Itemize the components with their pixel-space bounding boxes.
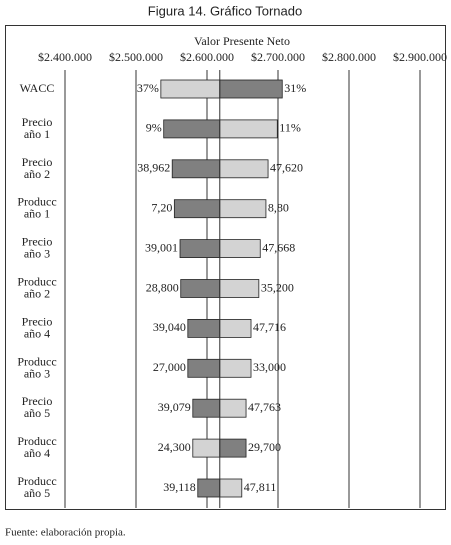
- bar: [173, 199, 221, 219]
- input-label: 47,716: [253, 320, 286, 334]
- input-label: 27,000: [153, 360, 186, 374]
- bar: [187, 318, 221, 338]
- category-line: Precio: [22, 314, 53, 328]
- bar: [219, 478, 243, 498]
- category-line: año 5: [24, 406, 50, 420]
- bar: [192, 438, 221, 458]
- bar: [171, 159, 221, 179]
- x-tick-label: $2.400.000: [38, 50, 92, 64]
- input-label: 47,620: [270, 161, 303, 175]
- chart-title: Figura 14. Gráfico Tornado: [148, 3, 302, 18]
- input-label: 31%: [284, 81, 306, 95]
- input-label: 33,000: [253, 360, 286, 374]
- input-label: 47,763: [248, 400, 281, 414]
- category-label: Precio año 1: [22, 115, 53, 141]
- bar: [219, 119, 278, 139]
- category-label: Producc año 1: [17, 194, 56, 220]
- bar: [192, 398, 221, 418]
- bar: [187, 358, 221, 378]
- bar: [163, 119, 221, 139]
- bar: [219, 159, 269, 179]
- bar: [219, 318, 252, 338]
- category-line: Precio: [22, 115, 53, 129]
- input-label: 11%: [279, 121, 301, 135]
- input-label: 39,079: [158, 400, 191, 414]
- input-label: 47,668: [262, 240, 295, 254]
- category-line: Precio: [22, 234, 53, 248]
- category-label: Producc año 2: [17, 274, 56, 300]
- category-line: año 1: [24, 127, 50, 141]
- x-tick-label: $2.500.000: [109, 50, 163, 64]
- category-line: año 4: [24, 446, 50, 460]
- x-tick-label: $2.900.000: [393, 50, 447, 64]
- bar: [160, 79, 221, 99]
- category-line: año 2: [24, 286, 50, 300]
- category-label: Producc año 4: [17, 434, 56, 460]
- input-label: 39,001: [145, 240, 178, 254]
- bar: [219, 79, 283, 99]
- category-line: Producc: [17, 354, 56, 368]
- category-line: año 1: [24, 206, 50, 220]
- bar: [219, 438, 247, 458]
- category-label: Precio año 5: [22, 394, 53, 420]
- input-label: 7,20: [151, 200, 172, 214]
- frame: [5, 25, 446, 510]
- footnote: Fuente: elaboración propia.: [5, 527, 126, 539]
- category-line: Precio: [22, 394, 53, 408]
- category-line: Producc: [17, 194, 56, 208]
- input-label: 37%: [137, 81, 159, 95]
- input-label: 39,118: [163, 480, 196, 494]
- category-line: año 3: [24, 246, 50, 260]
- category-line: Producc: [17, 474, 56, 488]
- input-label: 24,300: [158, 440, 191, 454]
- x-tick-label: $2.700.000: [251, 50, 305, 64]
- input-label: 47,811: [244, 480, 277, 494]
- category-label: Precio año 2: [22, 155, 53, 181]
- category-line: año 5: [24, 486, 50, 500]
- category-line: Precio: [22, 155, 53, 169]
- input-label: 35,200: [261, 280, 294, 294]
- bar: [219, 279, 260, 298]
- bar: [180, 279, 221, 298]
- bar: [197, 478, 221, 498]
- category-label: Producc año 5: [17, 474, 56, 500]
- x-axis-title: Valor Presente Neto: [194, 34, 290, 48]
- x-tick-label: $2.800.000: [322, 50, 376, 64]
- bar: [219, 239, 261, 259]
- category-label: Precio año 4: [22, 314, 53, 340]
- x-tick-label: $2.600.000: [180, 50, 234, 64]
- input-label: 38,962: [137, 161, 170, 175]
- category-label: WACC: [20, 81, 55, 95]
- input-label: 9%: [146, 121, 162, 135]
- input-label: 29,700: [248, 440, 281, 454]
- category-line: año 4: [24, 326, 50, 340]
- category-line: Producc: [17, 434, 56, 448]
- input-label: 28,800: [146, 280, 179, 294]
- category-line: año 2: [24, 167, 50, 181]
- input-label: 8,80: [268, 200, 289, 214]
- bar: [219, 358, 252, 378]
- category-label: Precio año 3: [22, 234, 53, 260]
- category-line: año 3: [24, 366, 50, 380]
- category-label: Producc año 3: [17, 354, 56, 380]
- bar: [219, 199, 267, 219]
- bar: [179, 239, 221, 259]
- input-label: 39,040: [153, 320, 186, 334]
- category-line: Producc: [17, 274, 56, 288]
- category-line: WACC: [20, 81, 55, 95]
- bar: [219, 398, 247, 418]
